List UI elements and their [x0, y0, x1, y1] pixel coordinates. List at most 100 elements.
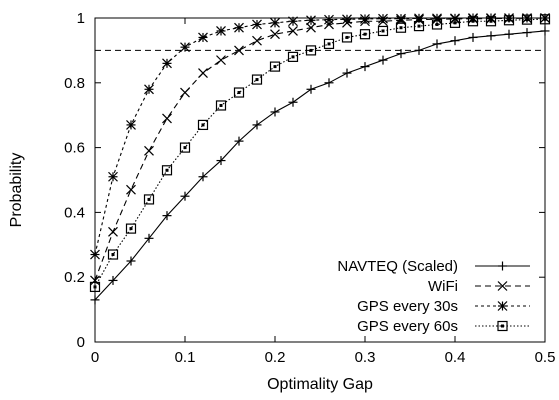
data-point — [288, 26, 298, 36]
legend-marker — [497, 320, 508, 332]
data-point — [143, 194, 155, 205]
data-point — [144, 84, 154, 95]
data-point — [413, 21, 425, 32]
data-point — [125, 223, 137, 234]
data-point — [342, 68, 352, 78]
data-point — [468, 32, 478, 42]
data-point — [107, 249, 119, 260]
data-point — [450, 36, 460, 46]
data-point — [306, 15, 316, 26]
series-line — [94, 18, 546, 288]
data-point — [198, 32, 208, 43]
x-tick-label: 0.5 — [535, 349, 556, 366]
data-point — [234, 22, 244, 33]
data-point — [342, 14, 352, 25]
legend-item-1: WiFi — [428, 278, 530, 295]
data-point — [179, 142, 191, 153]
series-0 — [90, 26, 550, 305]
y-tick-label: 0.8 — [64, 75, 85, 92]
legend-label: GPS every 60s — [357, 318, 458, 335]
data-point — [198, 172, 208, 182]
data-point — [395, 22, 407, 33]
data-point — [359, 29, 371, 40]
series-3 — [89, 14, 551, 293]
data-point — [269, 61, 281, 72]
data-point — [216, 156, 226, 166]
data-point — [198, 68, 208, 79]
legend-marker — [498, 261, 507, 271]
data-point — [234, 45, 244, 56]
legend-item-0: NAVTEQ (Scaled) — [337, 258, 530, 275]
x-tick-label: 0.3 — [355, 349, 376, 366]
plot-area: 0 0.1 0.2 0.3 0.4 0.5 0 0.2 0.4 0.6 0.8 1 — [64, 10, 555, 366]
data-point — [324, 14, 334, 25]
data-point — [162, 58, 172, 69]
data-point — [414, 45, 424, 55]
data-point — [522, 28, 532, 38]
data-point — [233, 87, 245, 98]
legend-item-2: GPS every 30s — [357, 298, 530, 315]
legend-label: NAVTEQ (Scaled) — [337, 258, 458, 275]
series-line — [94, 17, 545, 255]
data-point — [503, 15, 515, 26]
data-point — [162, 113, 172, 124]
data-point — [126, 184, 136, 195]
data-point — [144, 233, 154, 243]
data-point — [396, 49, 406, 59]
data-point — [341, 32, 353, 43]
legend-marker — [497, 281, 508, 291]
data-point — [521, 14, 533, 25]
y-tick-label: 0.2 — [64, 269, 85, 286]
data-point — [306, 84, 316, 94]
data-point — [323, 38, 335, 50]
data-point — [161, 165, 173, 176]
data-point — [252, 19, 262, 30]
data-point — [180, 42, 190, 53]
data-point — [306, 22, 316, 33]
data-point — [270, 107, 280, 117]
y-tick-label: 0.6 — [64, 140, 85, 157]
y-tick-label: 0 — [77, 334, 85, 351]
data-point — [251, 74, 263, 85]
data-point — [504, 29, 514, 39]
data-point — [270, 29, 280, 40]
data-point — [126, 119, 136, 130]
data-point — [324, 78, 334, 88]
legend-label: GPS every 30s — [357, 298, 458, 315]
legend-item-3: GPS every 60s — [357, 318, 530, 335]
y-axis-label: Probability — [8, 153, 25, 228]
series-1 — [90, 13, 550, 286]
data-point — [377, 25, 389, 37]
data-point — [378, 13, 388, 24]
data-point — [126, 256, 136, 266]
data-point — [431, 19, 443, 30]
data-point — [467, 16, 479, 27]
data-point — [216, 26, 226, 36]
data-point — [252, 120, 262, 130]
data-point — [378, 55, 388, 65]
data-point — [287, 51, 299, 62]
data-point — [252, 35, 262, 46]
data-point — [305, 45, 317, 56]
x-tick-label: 0 — [91, 349, 99, 366]
data-point — [360, 62, 370, 72]
data-point — [108, 171, 118, 182]
plot-frame — [94, 17, 546, 343]
x-axis-label: Optimality Gap — [267, 376, 373, 393]
x-tick-label: 0.4 — [445, 349, 466, 366]
data-point — [216, 55, 226, 66]
data-point — [234, 136, 244, 146]
data-point — [144, 145, 154, 156]
y-tick-label: 1 — [77, 10, 85, 27]
legend-label: WiFi — [428, 278, 458, 295]
x-tick-label: 0.1 — [175, 349, 196, 366]
data-point — [162, 211, 172, 221]
data-point — [180, 87, 190, 98]
series-line — [94, 17, 546, 281]
data-point — [215, 100, 227, 111]
y-tick-label: 0.4 — [64, 204, 85, 221]
legend-marker — [497, 301, 508, 311]
legend: NAVTEQ (Scaled) WiFi GPS every 30s GPS ever… — [337, 258, 530, 335]
data-point — [197, 119, 209, 131]
